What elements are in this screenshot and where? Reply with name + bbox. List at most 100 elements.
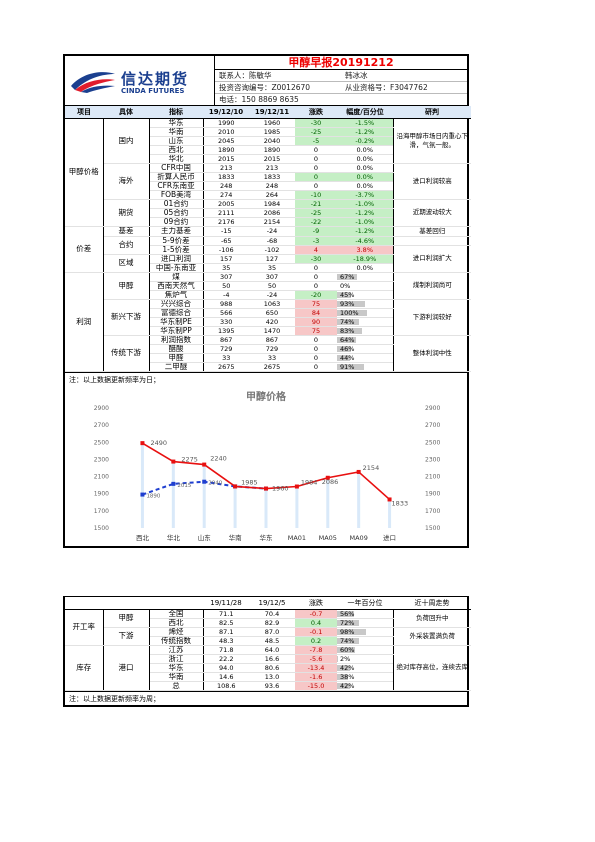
table-row: 醋酸 729 729 0 46% [65, 344, 471, 354]
series-point-blue [140, 492, 145, 497]
percentile-cell: 44% [337, 353, 393, 363]
indicator-cell: 5-9价差 [149, 236, 204, 246]
indicator-cell: 01合约 [149, 198, 204, 209]
judgment-cell: 进口利润较高 [392, 162, 471, 200]
change-cell: 0 [295, 172, 337, 182]
indicator-cell: 全国 [149, 609, 204, 619]
weekly-data-table: 19/11/28 19/12/5 涨跌 一年百分位 近十周走势 开工率 甲醇 全国 71.1 70… [65, 597, 471, 691]
indicator-cell: CFR东南亚 [149, 181, 204, 191]
consult-number: 投资咨询编号：Z0012670 [219, 83, 311, 92]
sub-region: 区域 [103, 254, 150, 273]
table-row: 二甲醚 2675 2675 0 91% [65, 362, 471, 372]
weekly-note: 注：以上数据更新频率为周； [65, 690, 467, 705]
change-cell: 0 [295, 281, 337, 291]
y-tick-label-left: 1700 [94, 507, 109, 514]
sub-methanol: 甲醇 [103, 609, 150, 628]
col-header: 19/12/10 [203, 106, 249, 119]
table-row: 海外 CFR中国 213 213 0 0.0% 进口利润较高 [65, 162, 471, 200]
percentile-cell: 0% [337, 281, 393, 291]
col-header: 涨跌 [295, 597, 337, 610]
logo-text-cn: 信达期货 [121, 70, 190, 88]
col-header: 19/12/11 [249, 106, 295, 119]
series-point-red [356, 469, 361, 474]
value-cell: 867 [249, 334, 295, 345]
table-row: 价差 基差 主力基差 -15 -24 -9 -1.2% 基差回归 [65, 225, 471, 273]
bar-mark [233, 485, 237, 528]
data-label: 2275 [181, 455, 198, 463]
percentile-bar [337, 664, 350, 671]
table-row: 利润 甲醇煤 307 307 0 67% 煤制利润尚可 [65, 271, 471, 372]
data-label: 2086 [322, 477, 339, 485]
indicator-cell: 05合约 [149, 208, 204, 218]
change-cell: 75 [295, 298, 337, 309]
indicator-cell: 总 [149, 681, 204, 691]
sub-overseas: 海外 [103, 162, 150, 200]
col-header: 近十周走势 [393, 597, 471, 610]
table-row: 开工率 甲醇 全国 71.1 70.4 -0.7 56% 负荷回升中 [65, 609, 471, 646]
data-label: 2240 [210, 454, 227, 462]
weekly-sheet: 19/11/28 19/12/5 涨跌 一年百分位 近十周走势 开工率 甲醇 全国 71.1 70… [63, 596, 471, 707]
y-tick-label-right: 2100 [425, 473, 440, 480]
x-tick-label: MA01 [288, 534, 306, 542]
value-cell: 307 [249, 271, 295, 282]
percentile-bar [337, 637, 360, 644]
value-cell: 35 [203, 263, 249, 273]
sub-downstream: 下游 [103, 627, 150, 646]
percentile-bar [337, 309, 367, 316]
chart-svg: 甲醇价格 1500 1500 1700 1700 1900 1900 2100 2100 2300… [94, 390, 441, 542]
group-price: 甲醇价格 [65, 118, 104, 227]
bar-mark [140, 442, 144, 528]
value-cell: 13.0 [249, 672, 295, 682]
change-cell: -13.4 [295, 663, 337, 673]
judgment-cell: 进口利润扩大 [392, 245, 471, 273]
value-cell: -4 [203, 290, 249, 300]
change-cell: 0 [295, 162, 337, 173]
value-cell: 729 [203, 344, 249, 354]
change-cell: -20 [295, 290, 337, 300]
percentile-value: 46% [340, 344, 355, 353]
percentile-cell: 64% [337, 334, 393, 345]
value-cell: 2675 [249, 362, 295, 372]
percentile-bar [337, 619, 359, 626]
value-cell: 2040 [249, 136, 295, 146]
bar-mark [388, 498, 392, 528]
col-header [65, 597, 103, 610]
indicator-cell: 折算人民币 [149, 172, 204, 182]
change-cell: -21 [295, 198, 337, 209]
y-tick-label-right: 1700 [425, 507, 440, 514]
value-cell: 729 [249, 344, 295, 354]
x-tick-label: 华南 [229, 533, 243, 542]
value-cell: 1470 [249, 326, 295, 336]
table-row: 华南 14.6 13.0 -1.6 38% [65, 672, 471, 682]
data-label: 1833 [392, 499, 409, 507]
change-cell: -25 [295, 127, 337, 137]
indicator-cell: 浙江 [149, 654, 204, 664]
value-cell: 35 [249, 263, 295, 273]
value-cell: -24 [249, 290, 295, 300]
pct-change-cell: -0.2% [337, 136, 393, 146]
logo-swoosh-icon [71, 72, 115, 93]
table-row: 新兴下游 兴兴综合 988 1063 75 93% 下游利润较好 [65, 298, 471, 336]
indicator-cell: CFR中国 [149, 162, 204, 173]
change-cell: 0 [295, 181, 337, 191]
change-cell: 90 [295, 317, 337, 327]
data-label: 1890 [146, 493, 160, 499]
value-cell: 2086 [249, 208, 295, 218]
percentile-cell: 46% [337, 344, 393, 354]
value-cell: 71.1 [203, 609, 249, 619]
percentile-value: 74% [340, 636, 355, 645]
x-tick-label: 山东 [198, 533, 212, 542]
percentile-bar [337, 646, 355, 653]
indicator-cell: 09合约 [149, 217, 204, 227]
value-cell: 82.5 [203, 618, 249, 628]
judgment-cell [392, 236, 471, 246]
value-cell: 1990 [203, 118, 249, 128]
table-row: 华东 94.0 80.6 -13.4 42% [65, 663, 471, 673]
percentile-value: 93% [340, 299, 355, 308]
table-row: 合约 5-9价差 -65 -68 -3 -4.6% [65, 236, 471, 255]
change-cell: -7.8 [295, 644, 337, 655]
change-cell: 84 [295, 308, 337, 318]
indicator-cell: 1-5价差 [149, 245, 204, 255]
bar-mark [357, 471, 361, 528]
value-cell: 127 [249, 254, 295, 264]
